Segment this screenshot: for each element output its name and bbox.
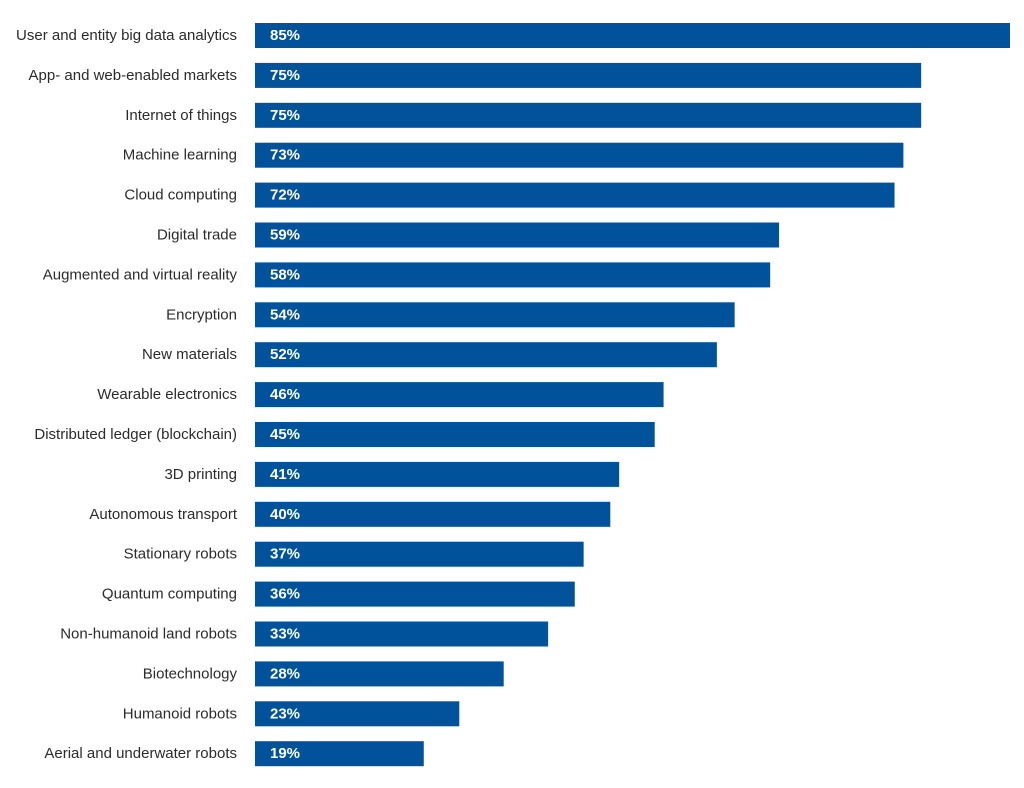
value-label: 40% — [270, 506, 300, 523]
bar — [255, 621, 549, 647]
bar — [255, 661, 504, 687]
category-label: Quantum computing — [102, 586, 237, 603]
value-label: 59% — [270, 227, 300, 244]
value-label: 19% — [270, 745, 300, 762]
value-label: 75% — [270, 67, 300, 84]
value-label: 28% — [270, 665, 300, 682]
value-label: 41% — [270, 466, 300, 483]
bar — [255, 422, 655, 447]
bar — [255, 23, 1010, 48]
value-labels-group: 85% 75% 75% 73% 72% 59% 58% 54% 52% 46% 45% 41% 40% 3… — [270, 27, 300, 762]
category-label: New materials — [142, 346, 237, 363]
category-label: Augmented and virtual reality — [43, 266, 238, 283]
value-label: 37% — [270, 546, 300, 563]
value-label: 45% — [270, 426, 300, 443]
value-label: 58% — [270, 266, 300, 283]
category-label: Internet of things — [125, 107, 237, 124]
bars-group — [255, 23, 1010, 767]
bar — [255, 222, 780, 248]
value-label: 36% — [270, 586, 300, 603]
value-label: 75% — [270, 107, 300, 124]
bar — [255, 142, 904, 168]
category-label: Digital trade — [157, 227, 237, 244]
category-label: Stationary robots — [124, 546, 237, 563]
value-label: 54% — [270, 306, 300, 323]
value-label: 33% — [270, 626, 300, 643]
category-label: User and entity big data analytics — [16, 27, 237, 44]
bar — [255, 182, 895, 208]
category-label: Humanoid robots — [123, 705, 237, 722]
category-label: Aerial and underwater robots — [44, 745, 237, 762]
bar — [255, 461, 620, 487]
value-label: 85% — [270, 27, 300, 44]
category-labels-group: User and entity big data analytics App- a… — [16, 27, 238, 762]
bar — [255, 541, 584, 567]
bar — [255, 701, 460, 727]
value-label: 72% — [270, 187, 300, 204]
bar — [255, 262, 771, 288]
value-label: 23% — [270, 705, 300, 722]
value-label: 73% — [270, 147, 300, 164]
bar — [255, 382, 664, 408]
category-label: App- and web-enabled markets — [29, 67, 237, 84]
bar — [255, 581, 575, 607]
category-label: Distributed ledger (blockchain) — [34, 426, 237, 443]
value-label: 46% — [270, 386, 300, 403]
bar — [255, 302, 735, 328]
category-label: Non-humanoid land robots — [60, 626, 237, 643]
bar — [255, 342, 717, 368]
category-label: Biotechnology — [143, 665, 238, 682]
bar — [255, 62, 922, 88]
bar — [255, 741, 424, 767]
category-label: Cloud computing — [124, 187, 237, 204]
category-label: Encryption — [166, 306, 237, 323]
category-label: Autonomous transport — [89, 506, 237, 523]
category-label: Wearable electronics — [97, 386, 237, 403]
bar — [255, 102, 922, 128]
bar — [255, 501, 611, 527]
category-label: 3D printing — [164, 466, 237, 483]
category-label: Machine learning — [123, 147, 237, 164]
value-label: 52% — [270, 346, 300, 363]
